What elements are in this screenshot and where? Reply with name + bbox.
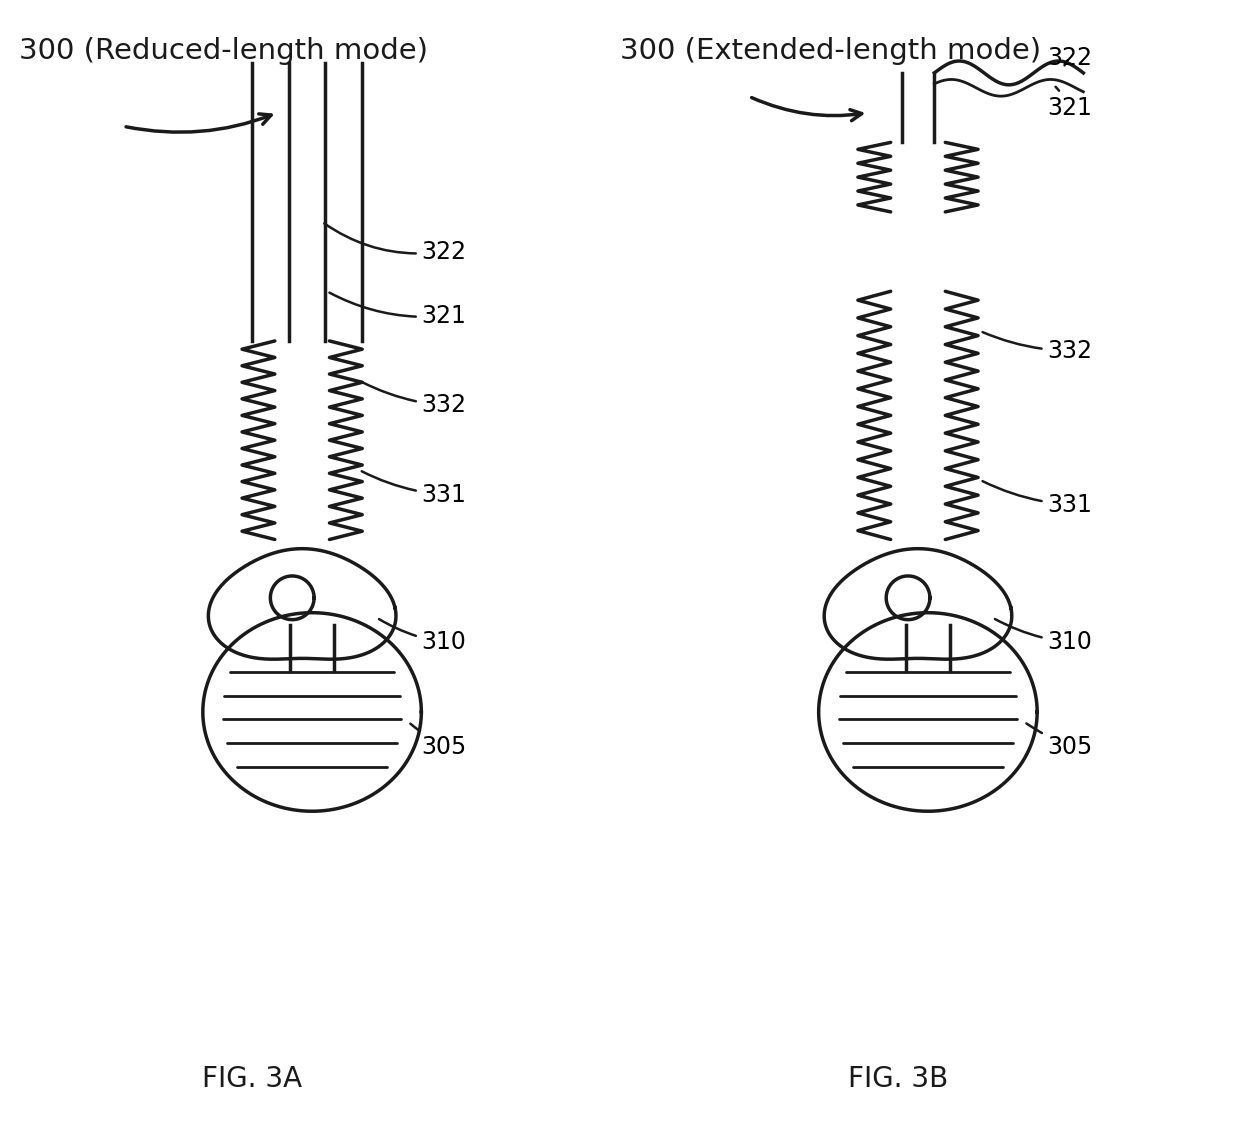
Text: 300 (Reduced-length mode): 300 (Reduced-length mode)	[19, 37, 428, 65]
Text: FIG. 3B: FIG. 3B	[848, 1065, 949, 1093]
Text: 322: 322	[1047, 46, 1092, 70]
Text: 300 (Extended-length mode): 300 (Extended-length mode)	[620, 37, 1042, 65]
Text: 332: 332	[362, 382, 466, 417]
Text: 331: 331	[982, 481, 1092, 517]
Text: 305: 305	[410, 724, 466, 759]
Text: 321: 321	[1047, 87, 1092, 120]
Text: 310: 310	[994, 620, 1092, 655]
Text: 332: 332	[982, 333, 1092, 362]
Text: 310: 310	[379, 620, 466, 655]
Text: 331: 331	[362, 471, 466, 506]
Text: 322: 322	[325, 223, 466, 264]
Text: 321: 321	[330, 293, 466, 328]
Text: 305: 305	[1027, 724, 1092, 759]
Text: FIG. 3A: FIG. 3A	[202, 1065, 303, 1093]
